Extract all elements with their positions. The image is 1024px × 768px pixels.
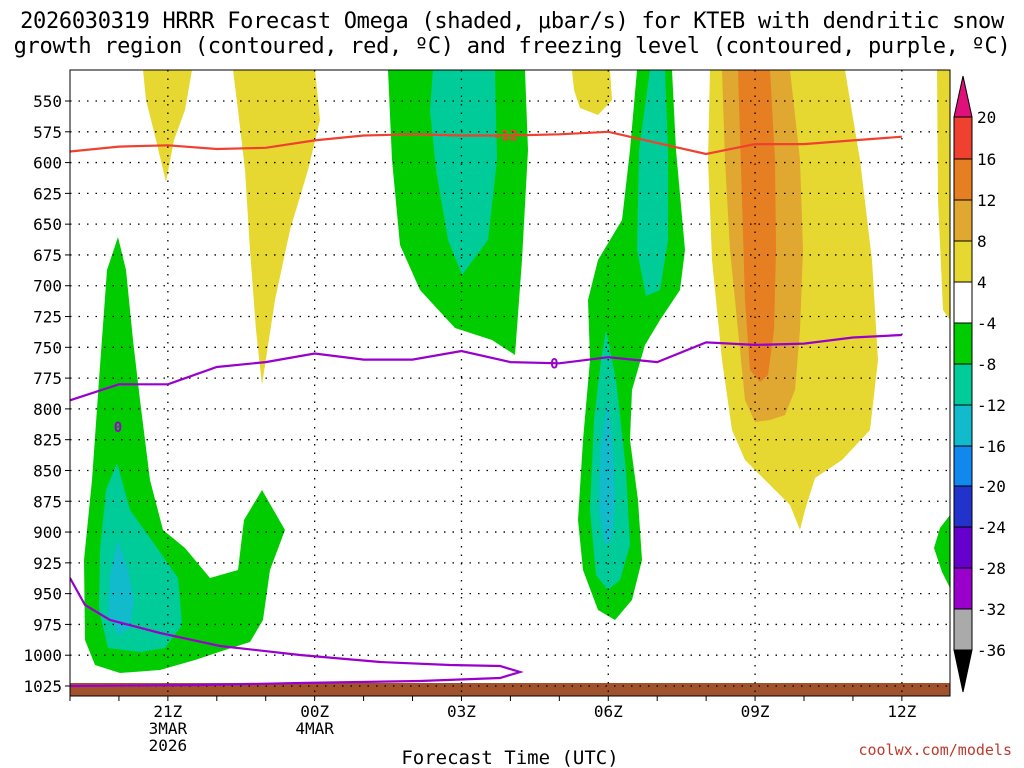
y-tick-label: 675 [33,246,62,265]
colorbar-label: -28 [977,559,1006,578]
y-tick-label: 975 [33,615,62,634]
x-tick-label: 12Z [887,702,916,721]
colorbar-label: 20 [977,108,996,127]
colorbar-label: -16 [977,437,1006,456]
dendritic-growth-region-contour [70,130,902,156]
omega-teal-core-2 [637,70,668,296]
omega-cyan-core-1 [108,540,134,635]
colorbar-swatch [953,526,973,569]
freezing-level-label: 0 [114,420,122,436]
colorbar-swatch [953,199,973,242]
omega-yellow-lobe-5 [937,70,950,320]
colorbar-swatch [953,158,973,201]
chart-title-line-1: 2026030319 HRRR Forecast Omega (shaded, … [20,9,1004,34]
omega-yellow-lobe-1 [143,70,192,182]
omega-yellow-lobe-3 [572,70,612,115]
colorbar-label: 4 [977,273,987,292]
x-tick-label: 03Z [447,702,476,721]
y-tick-label: 800 [33,400,62,419]
colorbar-label: -4 [977,314,996,333]
y-tick-label: 600 [33,154,62,173]
y-tick-label: 1000 [23,646,62,665]
colorbar-bottom-triangle [953,649,973,693]
colorbar-label: -36 [977,641,1006,660]
omega-orange-12-core [738,70,776,382]
colorbar-label: -24 [977,518,1006,537]
y-tick-label: 950 [33,585,62,604]
y-tick-label: 825 [33,431,62,450]
colorbar-swatch [953,322,973,365]
ground-strip [70,683,950,696]
colorbar-swatch [953,608,973,651]
x-tick-label: 3MAR [149,719,188,738]
credit-link[interactable]: coolwx.com/models [858,741,1012,759]
y-tick-label: 650 [33,215,62,234]
freezing-level-label: 0 [550,356,558,372]
x-tick-label: 00Z [300,702,329,721]
chart-title-line-2: growth region (contoured, red, ºC) and f… [13,34,1011,59]
omega-green-region-4 [934,515,950,588]
colorbar-swatch [953,363,973,406]
colorbar-label: -8 [977,355,996,374]
y-tick-label: 550 [33,92,62,111]
freezing-level-surface-contour [70,577,524,688]
colorbar-swatch [953,404,973,447]
omega-cyan-core-2 [599,400,615,545]
dendritic-growth-region-label: -12 [493,128,518,144]
colorbar-swatch [953,445,973,487]
colorbar-swatch [953,240,973,283]
omega-teal-core-1 [430,70,497,275]
colorbar-swatch [953,567,973,610]
colorbar-swatch [953,485,973,528]
colorbar-label: -32 [977,600,1006,619]
colorbar-swatch [953,281,973,324]
y-tick-label: 700 [33,277,62,296]
y-tick-label: 1025 [23,677,62,696]
y-tick-label: 875 [33,492,62,511]
y-tick-label: 575 [33,123,62,142]
x-tick-label: 09Z [741,702,770,721]
y-tick-label: 850 [33,461,62,480]
colorbar-top-triangle [953,75,973,118]
x-tick-label: 21Z [153,702,182,721]
y-tick-label: 625 [33,184,62,203]
x-tick-label: 4MAR [295,719,334,738]
colorbar-label: 16 [977,150,996,169]
y-tick-label: 725 [33,308,62,327]
colorbar-label: -12 [977,396,1006,415]
y-tick-label: 775 [33,369,62,388]
y-tick-label: 925 [33,554,62,573]
x-axis-title: Forecast Time (UTC) [401,747,618,768]
y-tick-label: 900 [33,523,62,542]
colorbar-label: -20 [977,477,1006,496]
x-tick-label: 06Z [594,702,623,721]
colorbar-swatch [953,116,973,160]
y-tick-label: 750 [33,338,62,357]
colorbar-label: 12 [977,191,996,210]
colorbar-label: 8 [977,232,987,251]
x-tick-label: 2026 [149,736,188,755]
freezing-level-contour [70,333,902,402]
